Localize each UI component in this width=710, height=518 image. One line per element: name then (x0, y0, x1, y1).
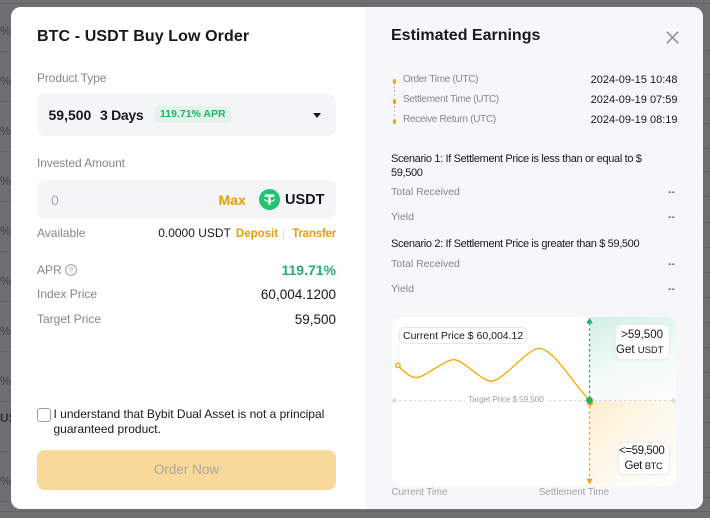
svg-text:?: ? (69, 265, 73, 274)
